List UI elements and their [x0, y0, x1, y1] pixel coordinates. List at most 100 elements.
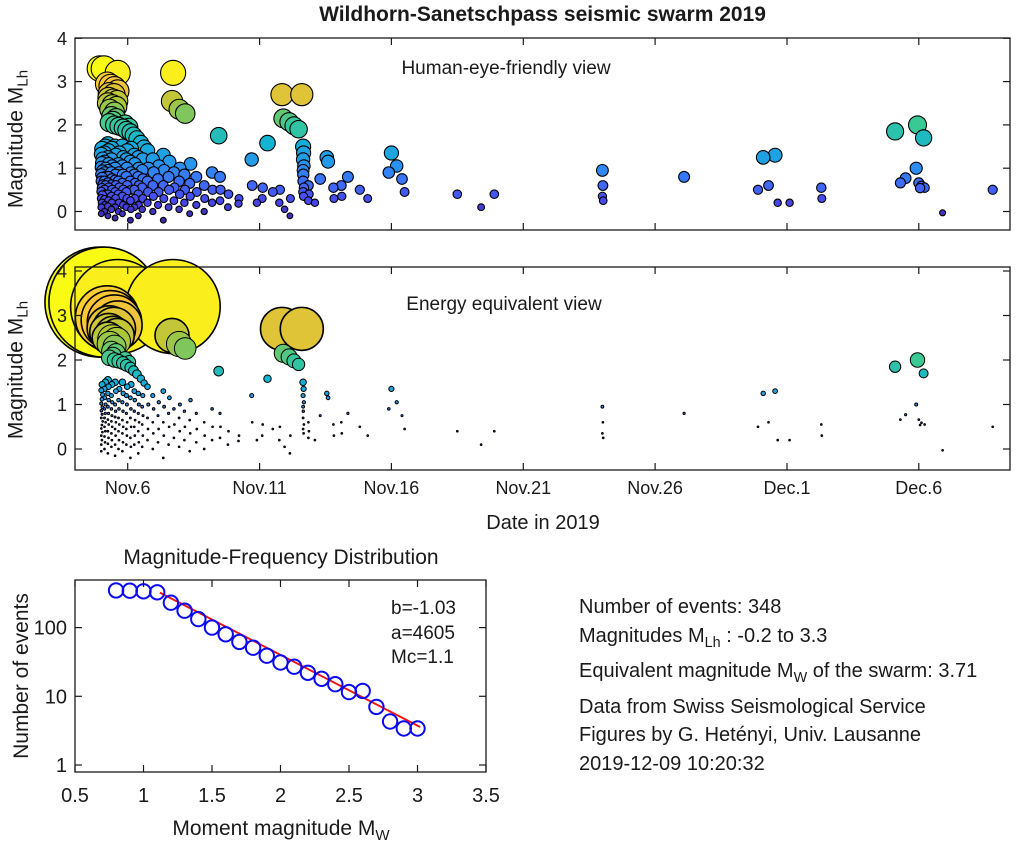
event-marker	[146, 427, 150, 431]
event-marker	[100, 423, 104, 427]
event-marker	[114, 434, 117, 437]
event-marker	[99, 416, 103, 420]
event-marker	[106, 418, 110, 421]
event-marker	[198, 180, 210, 191]
event-marker	[126, 196, 135, 206]
event-marker	[101, 420, 105, 423]
event-marker	[203, 434, 207, 437]
fit-mc-value: Mc=1.1	[391, 647, 454, 668]
event-marker	[763, 180, 774, 191]
mfd-data-point	[299, 664, 317, 681]
event-marker	[270, 82, 294, 107]
event-marker	[477, 203, 486, 212]
event-marker	[173, 423, 176, 426]
event-marker	[106, 429, 110, 433]
event-marker	[291, 357, 306, 372]
x-tick-label: 1.5	[198, 785, 226, 807]
event-marker	[169, 196, 179, 206]
event-marker	[110, 414, 114, 418]
event-marker	[261, 423, 265, 426]
fit-b-value: b=-1.03	[391, 598, 456, 619]
y-tick-label: 0	[57, 440, 67, 460]
event-marker	[923, 423, 926, 426]
event-marker	[157, 427, 160, 431]
event-marker	[186, 210, 194, 218]
event-marker	[132, 425, 136, 429]
event-marker	[100, 438, 104, 442]
event-marker	[914, 182, 926, 194]
event-marker	[277, 438, 281, 442]
event-marker	[399, 187, 410, 197]
x-tick-label: Dec.6	[895, 478, 942, 498]
event-marker	[113, 388, 119, 395]
event-marker	[140, 423, 144, 426]
event-marker	[129, 407, 133, 411]
event-marker	[226, 443, 230, 446]
event-marker	[403, 427, 406, 431]
label-text: Magnitude M	[4, 317, 28, 440]
mfd-data-point	[395, 720, 412, 737]
x-tick-label: 2	[275, 785, 286, 807]
label-text: Number of events: 348	[579, 596, 782, 618]
label-text: 2019-12-09 10:20:32	[579, 752, 765, 775]
event-marker	[346, 411, 350, 415]
event-marker	[682, 411, 686, 415]
event-marker	[332, 423, 335, 426]
event-marker	[227, 429, 230, 433]
event-marker	[113, 409, 118, 413]
event-marker	[909, 161, 923, 175]
mfd-fit-annotation: b=-1.03 a=4605 Mc=1.1	[391, 597, 456, 671]
event-marker	[819, 423, 823, 426]
event-marker	[788, 438, 791, 442]
event-marker	[144, 383, 151, 391]
y-tick-label: 3	[57, 72, 67, 92]
event-marker	[387, 407, 391, 411]
event-marker	[117, 429, 120, 433]
event-marker	[104, 212, 112, 220]
event-marker	[141, 434, 145, 437]
panel-top: 0 1 2 3 4	[57, 29, 1011, 231]
info-line: Data from Swiss Seismological Service	[579, 693, 977, 722]
figure-title: Wildhorn-Sanetschpass seismic swarm 2019	[319, 3, 766, 26]
event-marker	[107, 205, 116, 214]
event-marker	[108, 393, 114, 399]
event-marker	[917, 418, 921, 421]
y-tick-label: 0	[57, 202, 67, 222]
event-marker	[200, 207, 208, 216]
event-marker	[286, 212, 294, 220]
event-marker	[126, 216, 134, 224]
event-marker	[237, 439, 240, 443]
event-marker	[597, 180, 609, 191]
event-marker	[131, 388, 138, 395]
event-marker	[99, 408, 104, 413]
event-marker	[455, 429, 459, 433]
event-marker	[113, 415, 117, 419]
event-marker	[213, 170, 227, 183]
event-marker	[209, 126, 228, 145]
event-marker	[301, 427, 305, 431]
event-marker	[140, 404, 145, 409]
event-marker	[113, 427, 117, 431]
event-marker	[110, 445, 113, 449]
event-marker	[110, 400, 115, 405]
event-marker	[275, 198, 284, 208]
event-marker	[118, 378, 127, 387]
event-marker	[267, 187, 278, 197]
event-marker	[150, 393, 156, 399]
event-marker	[136, 402, 141, 407]
event-marker	[146, 402, 151, 407]
event-marker	[188, 418, 192, 422]
event-marker	[161, 420, 165, 424]
mfd-data-point	[190, 610, 207, 628]
event-marker	[151, 432, 155, 435]
event-marker	[283, 445, 286, 449]
event-marker	[324, 390, 330, 397]
event-marker	[183, 425, 187, 429]
event-marker	[188, 432, 192, 435]
event-marker	[987, 184, 998, 195]
event-marker	[160, 388, 167, 395]
event-marker	[110, 432, 113, 435]
mfd-data-point	[107, 582, 125, 599]
event-marker	[103, 435, 106, 438]
event-marker	[820, 434, 824, 437]
